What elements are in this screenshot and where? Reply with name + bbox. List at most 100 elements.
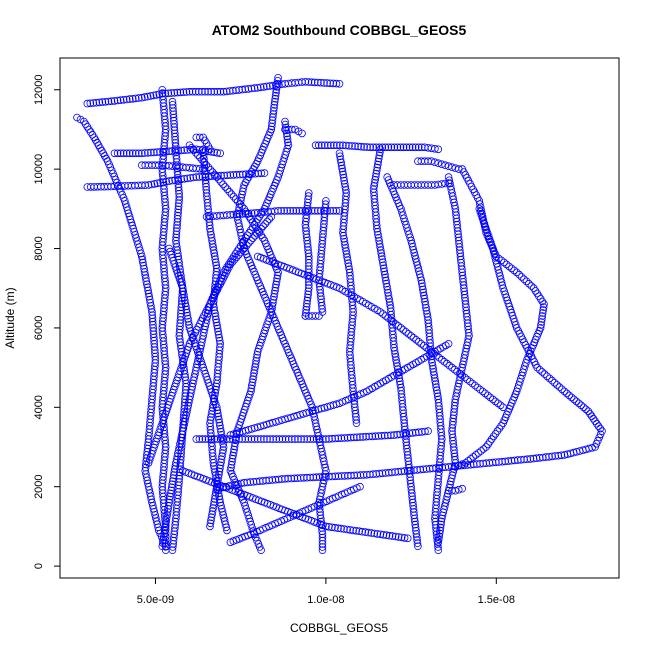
data-point (384, 468, 393, 477)
data-point (419, 285, 427, 294)
data-point (523, 455, 531, 464)
data-point (560, 451, 569, 459)
data-point (335, 149, 344, 158)
data-point (245, 239, 253, 247)
data-point (218, 452, 226, 461)
data-point (163, 511, 171, 519)
data-point (226, 435, 234, 443)
data-point (266, 435, 274, 443)
data-point (214, 409, 222, 418)
data-point (435, 353, 444, 362)
data-point (402, 328, 410, 336)
data-point (369, 143, 378, 152)
data-point (135, 149, 143, 158)
data-point (387, 431, 395, 440)
data-point (177, 175, 186, 184)
x-tick-label: 1.5e-08 (478, 594, 515, 606)
data-point (207, 516, 215, 525)
data-point (517, 455, 525, 464)
data-point (269, 435, 278, 443)
data-point (484, 440, 492, 449)
data-point (337, 434, 346, 443)
data-point (445, 361, 454, 370)
data-point (343, 525, 351, 534)
data-point (238, 435, 247, 443)
data-point (417, 276, 426, 285)
data-point (352, 416, 361, 424)
data-point (304, 290, 312, 299)
data-point (131, 94, 140, 103)
data-point (450, 408, 458, 416)
data-point (128, 95, 137, 103)
data-series (165, 244, 228, 531)
data-point (227, 460, 236, 469)
data-point (274, 207, 282, 215)
data-point (452, 214, 461, 223)
data-point (372, 221, 381, 230)
data-point (215, 470, 223, 479)
data-point (214, 473, 223, 482)
data-point (256, 83, 265, 92)
data-point (402, 429, 411, 438)
data-point (232, 170, 241, 179)
data-series (138, 161, 208, 173)
data-point (218, 437, 227, 445)
data-point (420, 294, 429, 303)
data-point (378, 255, 387, 264)
data-point (153, 179, 162, 188)
data-point (168, 546, 177, 554)
data-point (122, 149, 131, 158)
data-point (281, 123, 290, 132)
data-point (241, 435, 250, 443)
data-point (404, 330, 413, 338)
data-point (338, 164, 346, 173)
data-point (250, 366, 259, 374)
data-point (419, 288, 428, 297)
data-point (414, 143, 423, 152)
data-point (95, 98, 104, 107)
data-point (230, 442, 239, 451)
data-point (195, 435, 204, 443)
data-point (242, 207, 250, 216)
data-point (169, 540, 178, 548)
data-point (292, 207, 301, 215)
data-point (270, 104, 278, 112)
data-point (219, 443, 228, 451)
data-point (309, 473, 318, 482)
data-point (169, 536, 178, 545)
data-point (377, 249, 386, 257)
data-point (317, 141, 326, 150)
data-point (221, 183, 230, 191)
data-point (371, 173, 380, 181)
data-point (284, 138, 292, 147)
data-point (262, 476, 270, 485)
data-point (384, 143, 393, 152)
data-point (159, 536, 168, 544)
data-point (172, 227, 181, 236)
data-point (174, 202, 183, 211)
data-point (456, 249, 465, 258)
data-point (332, 79, 341, 88)
data-point (210, 495, 219, 503)
data-point (277, 207, 286, 215)
data-point (213, 87, 222, 96)
data-point (560, 387, 569, 396)
data-point (413, 539, 422, 547)
data-point (458, 265, 466, 274)
data-point (522, 277, 531, 286)
data-point (268, 476, 277, 484)
data-point (301, 224, 310, 232)
data-point (427, 352, 436, 361)
data-point (180, 175, 189, 183)
data-point (235, 86, 243, 94)
data-point (356, 471, 365, 479)
data-point (207, 410, 216, 418)
data-point (520, 275, 528, 284)
data-point (213, 149, 222, 157)
data-point (380, 431, 389, 440)
data-point (283, 132, 291, 141)
data-point (253, 252, 262, 261)
data-point (494, 254, 503, 263)
data-point (306, 473, 314, 482)
data-point (371, 432, 380, 441)
